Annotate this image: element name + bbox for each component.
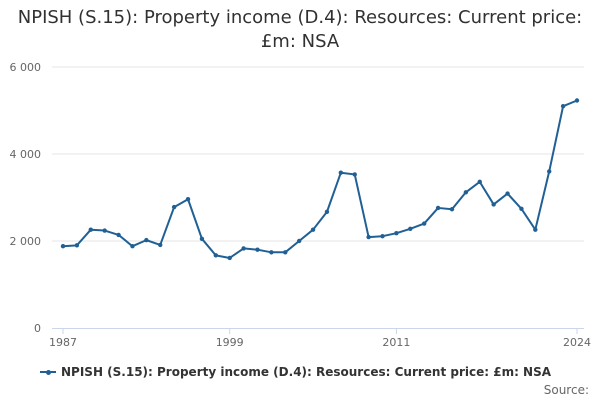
legend-marker	[40, 362, 56, 382]
data-point[interactable]	[144, 237, 149, 243]
data-point[interactable]	[116, 232, 121, 238]
data-point[interactable]	[533, 227, 538, 232]
x-tick-label: 2024	[563, 336, 591, 349]
data-point[interactable]	[324, 209, 330, 215]
data-point[interactable]	[394, 230, 399, 236]
data-point[interactable]	[130, 244, 135, 249]
data-point[interactable]	[269, 250, 274, 255]
y-tick-label: 4 000	[10, 148, 42, 161]
data-point[interactable]	[463, 190, 469, 195]
data-point[interactable]	[519, 206, 524, 212]
y-tick-label: 2 000	[10, 235, 42, 248]
gridlines	[52, 66, 584, 242]
data-point[interactable]	[338, 170, 344, 175]
y-tick-label: 6 000	[10, 61, 42, 74]
data-point[interactable]	[366, 234, 371, 240]
data-point[interactable]	[560, 103, 566, 109]
x-tick-label: 2011	[382, 336, 410, 349]
data-point[interactable]	[74, 243, 80, 248]
data-point[interactable]	[185, 197, 191, 202]
legend-dot-swatch	[45, 369, 51, 375]
data-point[interactable]	[60, 244, 66, 249]
data-point[interactable]	[283, 250, 288, 255]
y-tick-label: 0	[34, 322, 41, 335]
data-point[interactable]	[477, 179, 482, 185]
data-point[interactable]	[102, 228, 107, 233]
data-point[interactable]	[408, 226, 413, 232]
data-point[interactable]	[435, 205, 441, 211]
x-axis	[52, 328, 584, 334]
source-label: Source:	[543, 383, 589, 397]
data-point[interactable]	[505, 191, 510, 196]
x-tick-label: 1987	[49, 336, 77, 349]
legend-label: NPISH (S.15): Property income (D.4): Res…	[61, 365, 552, 379]
data-point[interactable]	[491, 202, 496, 207]
data-point[interactable]	[310, 227, 316, 232]
series-line	[62, 99, 578, 259]
data-point[interactable]	[227, 255, 232, 261]
data-point[interactable]	[255, 247, 260, 252]
data-point[interactable]	[380, 234, 385, 239]
data-point[interactable]	[158, 242, 163, 248]
data-point[interactable]	[352, 172, 357, 177]
data-point[interactable]	[449, 207, 455, 212]
data-point[interactable]	[171, 204, 177, 210]
data-point[interactable]	[213, 253, 219, 258]
data-point[interactable]	[421, 221, 427, 226]
data-point[interactable]	[547, 169, 552, 174]
x-tick-label: 1999	[216, 336, 244, 349]
data-point[interactable]	[574, 98, 580, 103]
legend[interactable]: NPISH (S.15): Property income (D.4): Res…	[40, 362, 551, 382]
y-axis-tick-labels: 0 2 000 4 000 6 000	[10, 61, 42, 335]
data-point[interactable]	[241, 246, 246, 251]
x-axis-tick-labels: 1987 1999 2011 2024	[49, 336, 591, 349]
series-layer	[60, 98, 580, 261]
chart-title: NPISH (S.15): Property income (D.4): Res…	[17, 7, 583, 52]
data-point[interactable]	[296, 238, 302, 244]
data-point[interactable]	[199, 236, 205, 242]
data-point[interactable]	[88, 227, 93, 232]
